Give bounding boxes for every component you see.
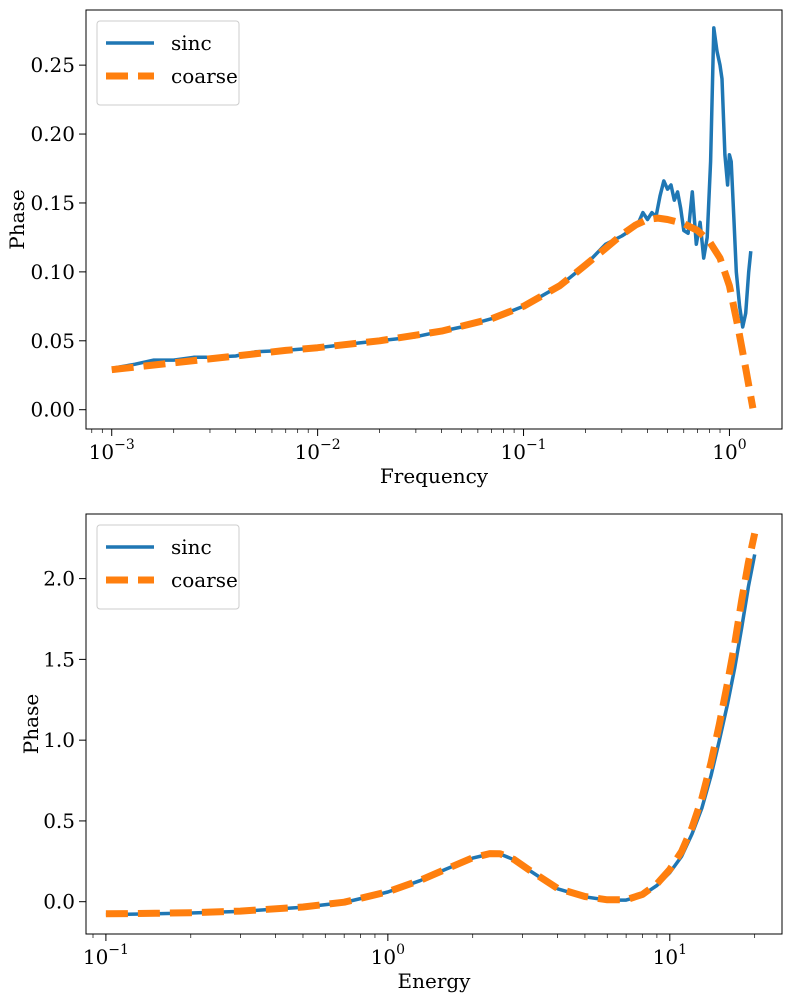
x-axis-label: Frequency	[380, 464, 489, 488]
legend-box	[96, 20, 240, 106]
axes-frame	[85, 9, 783, 430]
legend-label-sinc: sinc	[171, 31, 212, 55]
y-tick-label: 0.00	[30, 398, 75, 422]
y-tick-label: 0.5	[43, 809, 75, 833]
legend: sinc coarse	[96, 20, 240, 106]
y-tick-label: 0.25	[30, 53, 75, 77]
axes-frame	[85, 513, 783, 935]
legend: sinc coarse	[96, 524, 240, 610]
y-tick-label: 0.05	[30, 329, 75, 353]
legend-label-coarse: coarse	[171, 64, 238, 88]
y-tick-label: 0.0	[43, 890, 75, 914]
y-tick-label: 0.15	[30, 191, 75, 215]
x-tick-label: 10−1	[83, 942, 129, 969]
x-tick-label: 100	[712, 437, 746, 464]
x-tick-label: 10−2	[295, 437, 341, 464]
y-axis-label: Phase	[5, 189, 29, 249]
series-coarse-line	[111, 214, 757, 409]
x-tick-label: 10−3	[89, 437, 135, 464]
x-tick-label: 100	[371, 942, 405, 969]
x-tick-label: 10−1	[500, 437, 546, 464]
y-tick-label: 1.5	[43, 647, 75, 671]
legend-box	[96, 524, 240, 610]
x-tick-label: 101	[653, 942, 687, 969]
frequency-phase-plot: 10−3 10−2 10−1 100 0.00 0.05 0.10 0.15 0.20 0.25 F…	[5, 9, 783, 488]
x-axis-label: Energy	[398, 969, 472, 993]
energy-phase-plot: 10−1 100 101 0.0 0.5 1.0 1.5 2.0 Energy Phase sinc…	[19, 513, 783, 993]
series-group	[111, 26, 757, 409]
legend-label-coarse: coarse	[171, 568, 238, 592]
y-tick-label: 2.0	[43, 567, 75, 591]
series-coarse-line	[105, 532, 759, 918]
y-tick-label: 0.10	[30, 260, 75, 284]
y-tick-label: 0.20	[30, 122, 75, 146]
y-tick-label: 1.0	[43, 728, 75, 752]
legend-label-sinc: sinc	[171, 535, 212, 559]
series-group	[105, 532, 759, 918]
y-axis-label: Phase	[19, 694, 43, 754]
